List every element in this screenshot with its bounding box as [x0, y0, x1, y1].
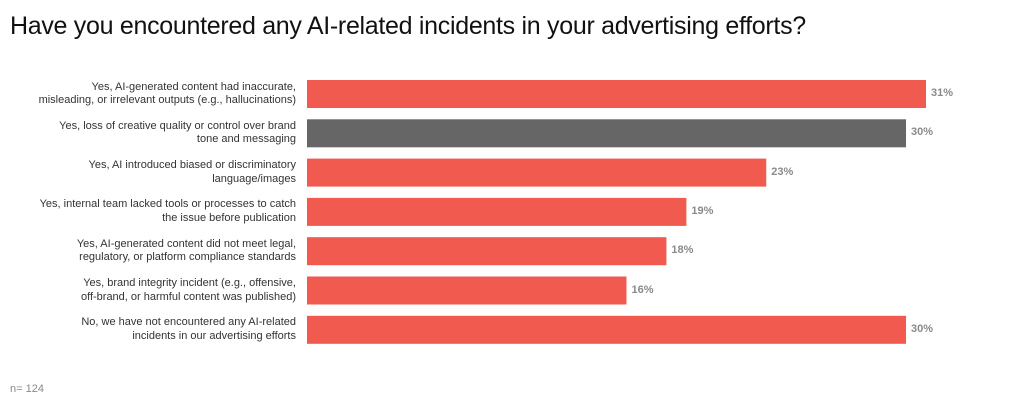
bar	[307, 158, 767, 187]
value-label: 31%	[931, 87, 954, 99]
bar	[307, 80, 926, 108]
value-label: 16%	[631, 283, 654, 296]
value-label: 18%	[671, 244, 694, 257]
value-label: 30%	[911, 126, 934, 139]
category-label: Yes, brand integrity incident (e.g., off…	[80, 277, 296, 303]
value-label: 19%	[691, 204, 714, 217]
category-label: Yes, AI-generated content did not meet l…	[76, 237, 296, 264]
category-label: Yes, loss of creative quality or control…	[59, 119, 296, 146]
category-label: No, we have not encountered any AI-relat…	[81, 316, 296, 342]
chart-title: Have you encountered any AI-related inci…	[10, 12, 806, 40]
bar	[307, 119, 907, 148]
bar	[307, 276, 627, 305]
bar	[307, 197, 687, 226]
bar	[307, 237, 667, 266]
value-label: 30%	[911, 322, 934, 335]
category-label: Yes, internal team lacked tools or proce…	[39, 198, 296, 224]
category-label: Yes, AI-generated content had inaccurate…	[38, 80, 296, 107]
value-label: 23%	[771, 165, 794, 178]
sample-size-note: n= 124	[10, 383, 44, 395]
bar	[307, 315, 907, 344]
category-label: Yes, AI introduced biased or discriminat…	[88, 159, 296, 185]
